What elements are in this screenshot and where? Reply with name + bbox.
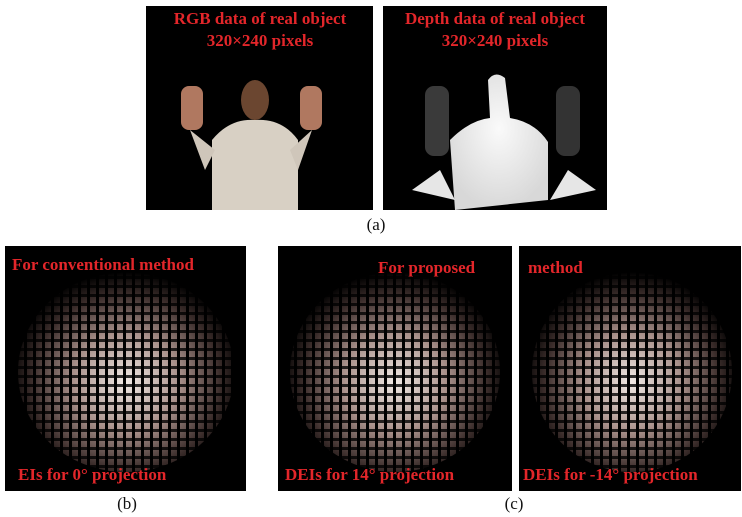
panel-title: method — [528, 258, 583, 277]
panel-subtitle: DEIs for -14° projection — [523, 465, 698, 484]
panel-title: For proposed — [378, 258, 476, 277]
dei-panel: method DEIs for -14° projection — [519, 246, 741, 491]
panel-subtitle: EIs for 0° projection — [18, 465, 167, 484]
panel-title: Depth data of real object — [405, 9, 585, 28]
rgb-panel: RGB data of real object 320×240 pixels — [146, 6, 373, 210]
caption: (c) — [505, 494, 524, 513]
caption: (b) — [117, 494, 137, 513]
panel-subtitle: 320×240 pixels — [442, 31, 549, 50]
panel-subtitle: 320×240 pixels — [207, 31, 314, 50]
depth-panel: Depth data of real object 320×240 pixels — [383, 6, 607, 210]
caption: (a) — [367, 215, 386, 234]
figure: RGB data of real object 320×240 pixels D… — [0, 0, 742, 517]
panel-subtitle: DEIs for 14° projection — [285, 465, 455, 484]
ei-panel: For conventional method EIs for 0° proje… — [5, 246, 246, 491]
panel-title: RGB data of real object — [174, 9, 347, 28]
dei-panel: For proposed DEIs for 14° projection — [278, 246, 512, 491]
panel-title: For conventional method — [12, 255, 195, 274]
